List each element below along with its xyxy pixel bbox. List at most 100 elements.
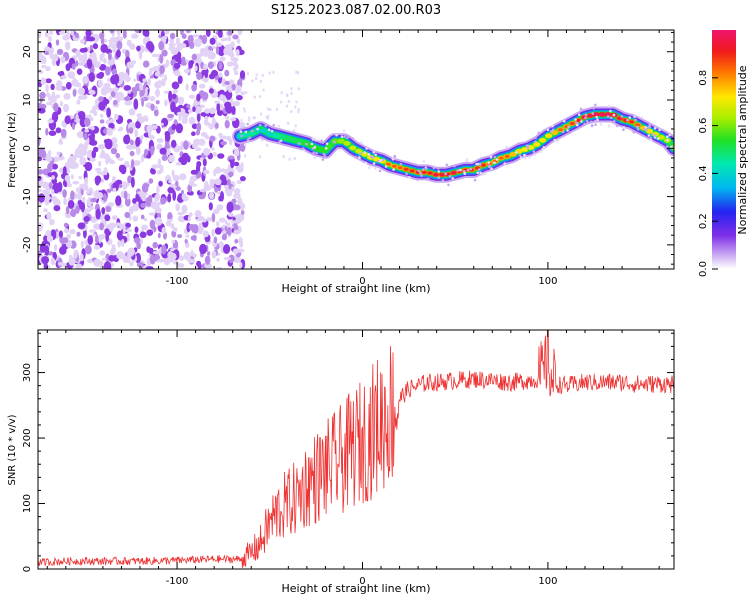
noise-blob	[239, 70, 246, 79]
noise-blob	[150, 201, 157, 209]
noise-blob	[94, 175, 102, 184]
y-tick-label: 100	[22, 494, 33, 513]
noise-blob	[224, 69, 230, 77]
noise-blob	[60, 56, 66, 64]
ridge-halo	[244, 130, 248, 134]
noise-blob	[67, 71, 76, 79]
noise-blob	[116, 251, 124, 260]
ridge-peak	[397, 166, 403, 170]
noise-blob	[84, 117, 91, 127]
noise-blob	[59, 100, 64, 107]
noise-blob	[136, 113, 142, 118]
noise-blob	[60, 128, 67, 138]
noise-blob	[77, 191, 82, 201]
noise-blob	[191, 84, 198, 92]
noise-blob	[78, 61, 86, 66]
noise-blob	[90, 216, 98, 223]
noise-blob	[158, 180, 163, 187]
noise-blob	[146, 127, 151, 133]
noise-blob	[150, 145, 155, 156]
ridge-blob	[545, 133, 553, 139]
ridge-halo	[453, 164, 456, 168]
noise-blob	[209, 135, 216, 143]
noise-blob	[44, 198, 50, 206]
colorbar: 0.0 0.2 0.4 0.6 0.8 Normalized spectral ampl…	[698, 30, 749, 277]
ridge-halo	[422, 160, 426, 163]
noise-blob	[231, 198, 237, 204]
noise-blob	[81, 196, 86, 203]
noise-blob	[153, 108, 159, 117]
noise-blob	[116, 222, 121, 227]
noise-blob	[123, 190, 128, 200]
ridge-halo	[264, 124, 268, 128]
noise-blob	[198, 194, 205, 200]
noise-blob	[120, 97, 125, 101]
noise-blob	[167, 218, 173, 223]
noise-blob	[145, 102, 152, 108]
ridge-halo	[270, 129, 274, 133]
noise-blob	[45, 66, 51, 72]
noise-blob	[220, 141, 227, 146]
noise-blob	[172, 260, 179, 265]
noise-blob	[171, 169, 175, 177]
noise-blob	[83, 216, 90, 222]
ridge-halo	[368, 166, 371, 169]
noise-blob	[239, 121, 246, 129]
ridge-halo	[374, 153, 378, 157]
ridge-halo	[379, 159, 382, 162]
noise-blob	[70, 30, 75, 36]
ridge-halo	[378, 169, 382, 173]
noise-blob	[211, 228, 215, 237]
ridge-halo	[305, 142, 308, 146]
noise-blob	[235, 49, 240, 57]
noise-blob	[213, 169, 217, 177]
noise-blob	[177, 215, 184, 223]
ridge-blob	[278, 134, 286, 140]
noise-blob	[219, 217, 226, 223]
noise-blob	[93, 259, 101, 267]
noise-blob	[183, 68, 190, 74]
noise-blob	[147, 77, 151, 86]
noise-blob	[46, 101, 53, 106]
ridge-halo	[311, 147, 315, 150]
noise-blob	[71, 78, 79, 87]
ridge-halo	[483, 172, 487, 176]
noise-blob	[209, 37, 216, 45]
ridge-halo	[607, 124, 611, 127]
ridge-halo	[537, 131, 541, 135]
ridge-halo	[479, 162, 482, 166]
ridge-halo	[248, 136, 252, 139]
noise-blob	[215, 46, 220, 55]
noise-blob	[89, 205, 94, 211]
ridge-halo	[422, 168, 425, 171]
noise-blob	[243, 107, 246, 111]
ridge-peak	[451, 171, 457, 175]
noise-blob	[44, 31, 49, 38]
noise-blob	[172, 174, 180, 182]
noise-blob	[43, 189, 51, 197]
noise-blob	[215, 266, 223, 269]
noise-blob	[149, 95, 156, 102]
noise-blob	[239, 176, 246, 182]
noise-blob	[199, 52, 204, 57]
noise-blob	[204, 118, 209, 127]
noise-blob	[41, 149, 47, 159]
noise-blob	[208, 191, 215, 200]
noise-blob	[294, 124, 297, 128]
ridge-peak	[605, 113, 611, 116]
noise-blob	[168, 154, 175, 163]
noise-blob	[112, 48, 117, 53]
ridge-halo	[505, 145, 508, 149]
noise-blob	[90, 116, 94, 122]
noise-blob	[132, 202, 139, 212]
noise-blob	[106, 107, 111, 118]
snr-series-line	[38, 330, 674, 569]
noise-blob	[141, 97, 145, 107]
noise-blob	[51, 163, 58, 170]
ridge-halo	[335, 133, 338, 137]
noise-blob	[202, 230, 209, 238]
noise-blob	[297, 87, 300, 91]
noise-blob	[100, 178, 105, 184]
ridge-halo	[612, 120, 616, 123]
noise-blob	[99, 113, 104, 118]
